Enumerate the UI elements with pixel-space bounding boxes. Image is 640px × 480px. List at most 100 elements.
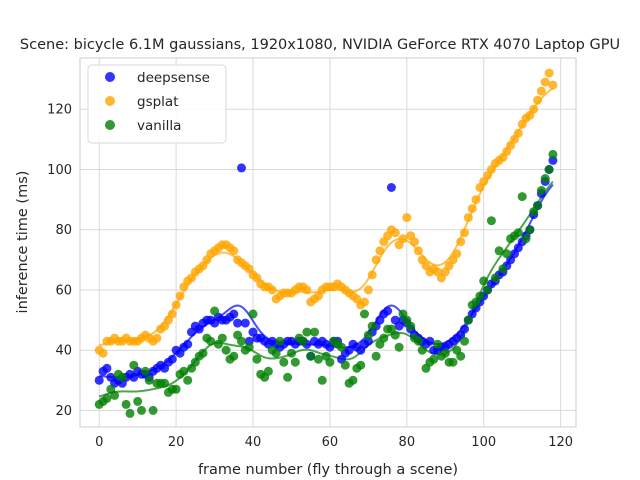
point-deepsense [425, 336, 435, 346]
point-vanilla [406, 321, 416, 331]
point-vanilla [475, 291, 485, 301]
point-vanilla [490, 273, 500, 283]
point-vanilla [502, 249, 512, 259]
point-vanilla [171, 384, 181, 394]
point-vanilla [448, 357, 458, 367]
point-gsplat [152, 333, 162, 343]
point-vanilla [517, 192, 527, 202]
point-vanilla [140, 366, 150, 376]
point-gsplat [471, 195, 481, 205]
x-tick-label: 20 [168, 435, 185, 450]
point-vanilla [463, 315, 473, 325]
legend-label-gsplat: gsplat [137, 94, 179, 110]
point-vanilla [533, 201, 543, 211]
point-vanilla [302, 327, 312, 337]
point-vanilla [356, 360, 366, 370]
point-gsplat [360, 297, 369, 307]
point-deepsense [240, 318, 250, 328]
point-vanilla [525, 225, 535, 235]
x-axis-label: frame number (fly through a scene) [198, 462, 458, 478]
point-gsplat [402, 213, 412, 223]
point-vanilla [287, 348, 296, 358]
point-vanilla [248, 309, 258, 319]
point-gsplat [533, 95, 543, 105]
point-gsplat [363, 285, 373, 295]
point-vanilla [544, 165, 554, 174]
point-gsplat [529, 104, 539, 114]
point-vanilla [237, 336, 246, 346]
point-gsplat [167, 309, 177, 319]
point-vanilla [483, 285, 493, 295]
point-vanilla [283, 372, 293, 382]
legend-marker-deepsense [105, 72, 115, 82]
point-deepsense [229, 309, 239, 319]
point-vanilla [279, 357, 289, 367]
point-gsplat [410, 237, 419, 247]
point-vanilla [306, 351, 316, 361]
plot-frame [79, 57, 577, 428]
chart-title: Scene: bicycle 6.1M gaussians, 1920x1080… [20, 37, 620, 53]
point-deepsense [102, 363, 112, 373]
point-vanilla [390, 330, 400, 340]
y-tick-label: 80 [55, 223, 72, 238]
x-tick-label: 100 [471, 435, 496, 450]
point-vanilla [494, 246, 504, 256]
point-vanilla [244, 342, 254, 352]
point-vanilla [125, 408, 135, 418]
y-tick-label: 40 [55, 344, 72, 359]
point-vanilla [275, 336, 285, 346]
point-vanilla [479, 276, 489, 286]
point-deepsense [183, 339, 193, 349]
point-vanilla [117, 372, 127, 382]
y-tick-label: 120 [47, 103, 72, 118]
point-gsplat [467, 204, 477, 214]
point-vanilla [340, 360, 350, 370]
point-vanilla [548, 149, 558, 159]
point-vanilla [348, 375, 358, 385]
point-deepsense [383, 306, 393, 316]
point-vanilla [460, 336, 469, 346]
point-gsplat [267, 285, 277, 295]
point-gsplat [171, 300, 181, 310]
point-vanilla [298, 336, 308, 346]
point-gsplat [229, 246, 239, 256]
point-gsplat [540, 77, 550, 87]
point-vanilla [413, 336, 423, 346]
legend-label-vanilla: vanilla [137, 118, 181, 134]
point-vanilla [440, 348, 450, 358]
point-vanilla [263, 366, 273, 376]
point-deepsense [237, 163, 246, 173]
point-vanilla [417, 345, 427, 355]
point-vanilla [129, 360, 139, 370]
point-gsplat [367, 270, 377, 280]
x-tick-label: 120 [548, 435, 573, 450]
point-vanilla [144, 375, 154, 385]
point-vanilla [379, 333, 389, 343]
point-gsplat [456, 237, 466, 247]
x-tick-labels: 0 20 40 60 80 100 120 [95, 435, 573, 450]
point-vanilla [317, 375, 327, 385]
point-vanilla [337, 342, 346, 352]
legend-box [87, 64, 227, 144]
point-vanilla [290, 357, 300, 367]
point-vanilla [198, 348, 208, 358]
x-tick-label: 40 [245, 435, 262, 450]
point-gsplat [175, 291, 185, 301]
point-vanilla [133, 396, 143, 406]
point-vanilla [217, 333, 227, 343]
point-vanilla [363, 330, 373, 340]
point-vanilla [456, 351, 466, 361]
point-vanilla [486, 216, 496, 226]
point-gsplat [390, 228, 400, 238]
point-vanilla [221, 345, 231, 355]
point-vanilla [540, 174, 550, 183]
point-vanilla [325, 357, 335, 367]
point-vanilla [206, 336, 216, 346]
x-tick-label: 80 [399, 435, 416, 450]
point-deepsense [460, 324, 469, 334]
y-axis-label: inference time (ms) [15, 171, 31, 314]
point-vanilla [179, 366, 189, 376]
point-vanilla [429, 354, 439, 364]
point-vanilla [367, 321, 377, 331]
